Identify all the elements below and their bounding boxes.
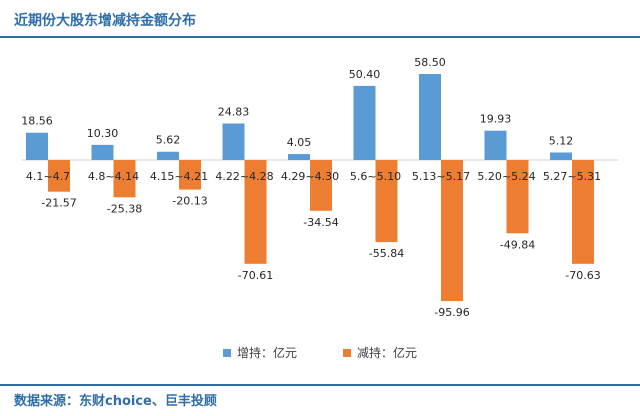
data-label-decrease-2: -25.38 xyxy=(107,202,142,215)
bar-decrease-1 xyxy=(48,160,70,192)
category-label-4: 4.22~4.28 xyxy=(215,170,273,183)
data-label-decrease-9: -70.63 xyxy=(565,269,600,282)
legend-swatch-decrease xyxy=(343,348,351,357)
data-label-decrease-4: -70.61 xyxy=(238,269,273,282)
bar-decrease-7 xyxy=(441,160,463,302)
bar-decrease-3 xyxy=(179,160,201,190)
data-label-increase-7: 58.50 xyxy=(414,56,446,69)
bar-decrease-8 xyxy=(506,160,529,234)
bar-decrease-2 xyxy=(113,160,136,198)
data-label-decrease-1: -21.57 xyxy=(41,197,76,210)
top-divider xyxy=(0,36,640,38)
bar-chart: 18.56 -21.57 4.1~4.7 10.30 -25.38 4.8~4.14 5.6… xyxy=(21,56,618,319)
category-label-5: 4.29~4.30 xyxy=(281,170,339,183)
data-label-increase-6: 50.40 xyxy=(349,68,381,81)
data-label-increase-8: 19.93 xyxy=(480,113,512,126)
legend-item-increase[interactable]: 增持：亿元 xyxy=(222,344,297,361)
legend: 增持：亿元 减持：亿元 xyxy=(0,344,640,361)
bar-decrease-4 xyxy=(244,160,267,264)
data-label-decrease-7: -95.96 xyxy=(434,306,469,319)
bottom-divider xyxy=(0,384,640,386)
legend-item-decrease[interactable]: 减持：亿元 xyxy=(343,344,417,361)
bar-decrease-5 xyxy=(310,160,332,211)
data-label-decrease-6: -55.84 xyxy=(369,247,404,260)
category-label-9: 5.27~5.31 xyxy=(543,170,601,183)
bar-increase-7 xyxy=(419,74,441,160)
legend-label-decrease: 减持：亿元 xyxy=(357,346,418,360)
bar-increase-8 xyxy=(484,130,507,160)
legend-swatch-increase xyxy=(222,348,231,357)
bar-increase-9 xyxy=(550,152,572,160)
bar-increase-2 xyxy=(91,144,114,160)
data-label-increase-9: 5.12 xyxy=(549,134,574,147)
category-label-6: 5.6~5.10 xyxy=(350,170,401,183)
category-label-8: 5.20~5.24 xyxy=(477,170,535,183)
bar-increase-4 xyxy=(222,123,245,160)
data-label-increase-3: 5.62 xyxy=(156,134,181,147)
data-label-increase-2: 10.30 xyxy=(87,127,119,140)
page-title: 近期份大股东增减持金额分布 xyxy=(14,13,196,29)
category-label-7: 5.13~5.17 xyxy=(412,170,470,183)
bar-increase-6 xyxy=(353,85,376,160)
bar-increase-5 xyxy=(288,154,310,160)
data-label-increase-4: 24.83 xyxy=(218,105,250,118)
data-label-decrease-3: -20.13 xyxy=(172,195,207,208)
data-label-increase-1: 18.56 xyxy=(21,115,53,128)
category-label-2: 4.8~4.14 xyxy=(88,170,139,183)
data-label-increase-5: 4.05 xyxy=(287,136,312,149)
data-label-decrease-5: -34.54 xyxy=(303,216,338,229)
category-label-1: 4.1~4.7 xyxy=(26,170,70,183)
data-label-decrease-8: -49.84 xyxy=(500,238,535,251)
data-source: 数据来源：东财choice、巨丰投顾 xyxy=(14,394,217,409)
bar-increase-1 xyxy=(26,132,48,160)
bar-increase-3 xyxy=(157,151,179,160)
bar-decrease-9 xyxy=(572,160,594,264)
bar-decrease-6 xyxy=(375,160,398,243)
legend-label-increase: 增持：亿元 xyxy=(236,346,297,360)
category-label-3: 4.15~4.21 xyxy=(150,170,208,183)
